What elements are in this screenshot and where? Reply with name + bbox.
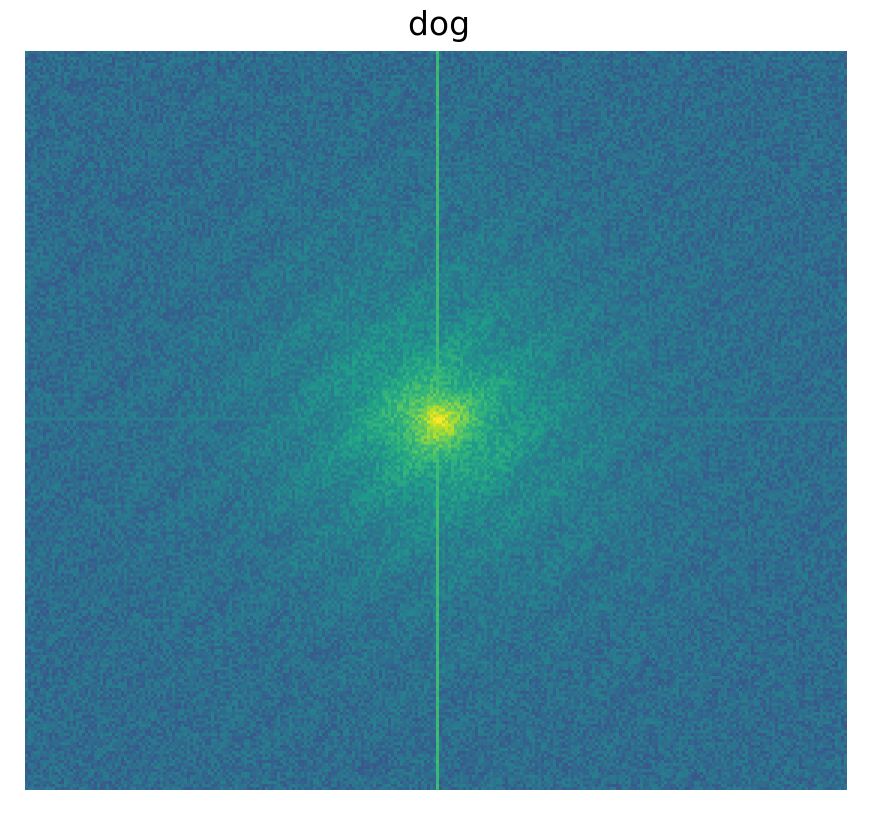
heatmap-plot-area [25, 51, 847, 790]
heatmap-image [25, 51, 847, 790]
chart-title: dog [407, 4, 471, 43]
